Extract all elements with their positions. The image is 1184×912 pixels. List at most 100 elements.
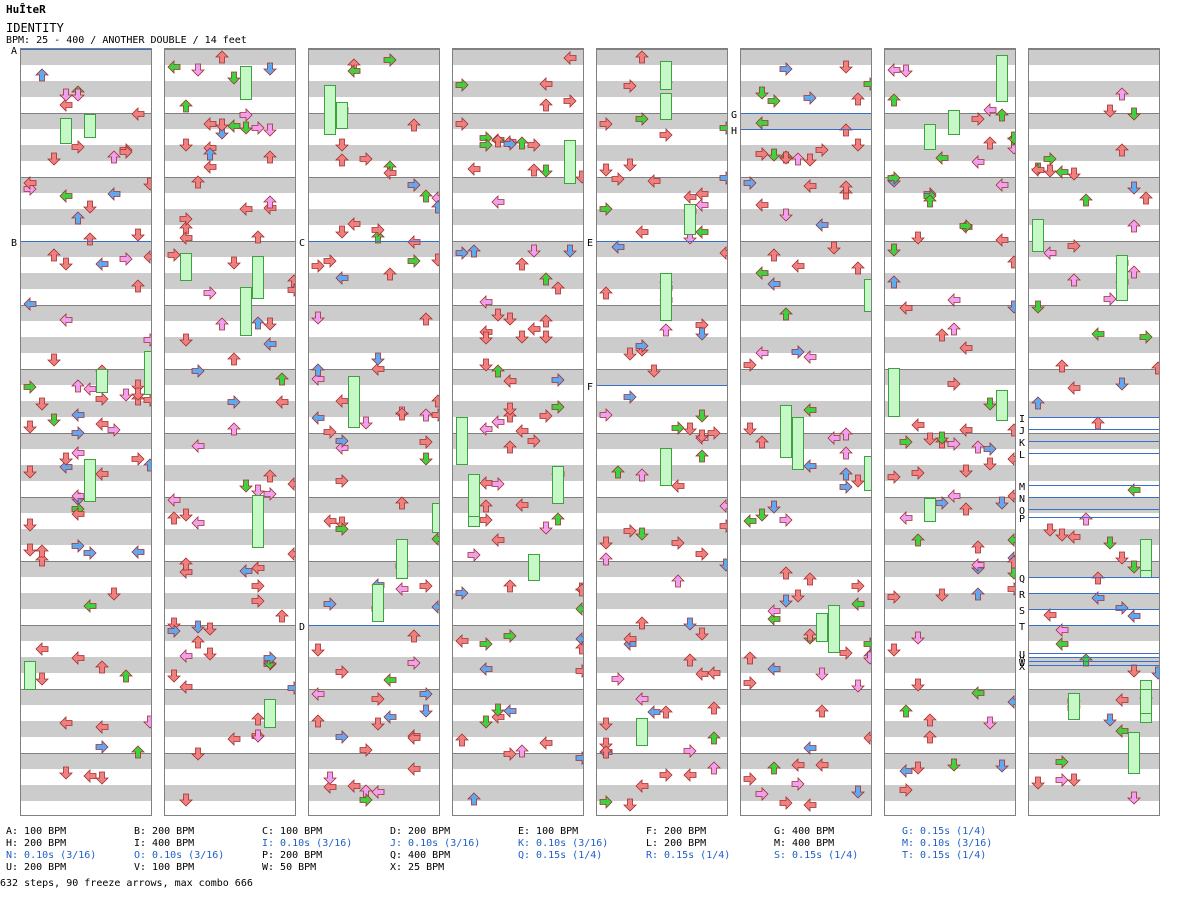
right-arrow-icon: [407, 177, 421, 192]
down-arrow-icon: [239, 120, 253, 135]
measure-line: [21, 305, 151, 306]
up-arrow-icon: [179, 98, 193, 113]
beat-band: [309, 369, 439, 385]
section-label: Q: [1019, 574, 1026, 585]
down-arrow-icon: [1043, 522, 1057, 537]
right-arrow-icon: [623, 78, 637, 93]
right-arrow-icon: [503, 628, 517, 643]
down-arrow-icon: [851, 473, 865, 488]
down-arrow-icon: [59, 87, 73, 102]
measure-line: [597, 49, 727, 50]
right-arrow-icon: [551, 399, 565, 414]
left-arrow-icon: [371, 784, 385, 799]
beat-band: [21, 273, 151, 289]
right-arrow-icon: [887, 170, 901, 185]
right-arrow-icon: [263, 486, 277, 501]
down-arrow-icon: [935, 587, 949, 602]
legend-entry: J: 0.10s (3/16): [390, 838, 481, 849]
beat-band: [597, 657, 727, 673]
right-arrow-icon: [755, 786, 769, 801]
freeze-arrow: [636, 718, 648, 746]
bpm-change-line: [1029, 593, 1159, 594]
left-arrow-icon: [803, 797, 817, 812]
beat-band: [1029, 625, 1159, 641]
measure-line: [165, 689, 295, 690]
down-arrow-icon: [791, 588, 805, 603]
up-arrow-icon: [551, 280, 565, 295]
left-arrow-icon: [971, 154, 985, 169]
bpm-change-line: [1029, 417, 1159, 418]
beat-band: [597, 369, 727, 385]
down-arrow-icon: [755, 85, 769, 100]
bpm-change-line: [1029, 429, 1159, 430]
beat-band: [453, 209, 583, 225]
up-arrow-icon: [1127, 264, 1141, 279]
legend-entry: E: 100 BPM: [518, 826, 579, 837]
down-arrow-icon: [335, 224, 349, 239]
up-arrow-icon: [407, 117, 421, 132]
left-arrow-icon: [83, 598, 97, 613]
right-arrow-icon: [503, 746, 517, 761]
legend-entry: I: 400 BPM: [134, 838, 195, 849]
beat-band: [885, 785, 1015, 801]
measure-line: [885, 561, 1015, 562]
beat-band: [1029, 465, 1159, 481]
section-label: F: [587, 382, 594, 393]
beat-band: [453, 593, 583, 609]
up-arrow-icon: [167, 510, 181, 525]
beat-band: [453, 561, 583, 577]
measure-line: [309, 113, 439, 114]
right-arrow-icon: [959, 218, 973, 233]
right-arrow-icon: [743, 771, 757, 786]
freeze-arrow: [24, 661, 36, 690]
right-arrow-icon: [407, 253, 421, 268]
up-arrow-icon: [971, 586, 985, 601]
right-arrow-icon: [323, 424, 337, 439]
right-arrow-icon: [839, 479, 853, 494]
down-arrow-icon: [167, 668, 181, 683]
bpm-change-line: [309, 241, 439, 242]
up-arrow-icon: [971, 539, 985, 554]
left-arrow-icon: [1055, 164, 1069, 179]
up-arrow-icon: [503, 578, 517, 593]
right-arrow-icon: [491, 476, 505, 491]
legend-entry: Q: 400 BPM: [390, 850, 451, 861]
up-arrow-icon: [35, 67, 49, 82]
down-arrow-icon: [767, 147, 781, 162]
legend-entry: A: 100 BPM: [6, 826, 67, 837]
down-arrow-icon: [107, 586, 121, 601]
freeze-arrow: [252, 495, 264, 548]
right-arrow-icon: [779, 512, 793, 527]
up-arrow-icon: [791, 151, 805, 166]
measure-line: [309, 305, 439, 306]
down-arrow-icon: [59, 765, 73, 780]
up-arrow-icon: [599, 551, 613, 566]
down-arrow-icon: [779, 207, 793, 222]
left-arrow-icon: [743, 513, 757, 528]
chart-column-3: [308, 48, 440, 816]
up-arrow-icon: [419, 188, 433, 203]
measure-line: [165, 433, 295, 434]
left-arrow-icon: [167, 59, 181, 74]
beat-band: [1029, 753, 1159, 769]
legend-entry: M: 0.10s (3/16): [902, 838, 993, 849]
right-arrow-icon: [455, 245, 469, 260]
freeze-arrow: [1140, 539, 1152, 571]
down-arrow-icon: [251, 728, 265, 743]
section-label: W: [1019, 658, 1026, 669]
left-arrow-icon: [491, 414, 505, 429]
left-arrow-icon: [227, 118, 241, 133]
right-arrow-icon: [335, 433, 349, 448]
freeze-arrow: [240, 66, 252, 100]
down-arrow-icon: [995, 495, 1009, 510]
down-arrow-icon: [1031, 299, 1045, 314]
beat-band: [21, 177, 151, 193]
left-arrow-icon: [287, 546, 295, 561]
down-arrow-icon: [1127, 790, 1141, 805]
beat-band: [165, 209, 295, 225]
down-arrow-icon: [647, 363, 661, 378]
freeze-arrow: [96, 369, 108, 393]
measure-line: [1029, 689, 1159, 690]
beat-band: [453, 305, 583, 321]
left-arrow-icon: [959, 340, 973, 355]
